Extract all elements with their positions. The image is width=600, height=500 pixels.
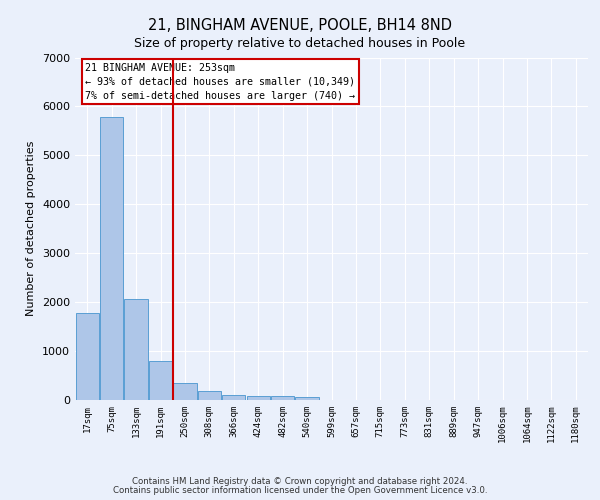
Text: Contains public sector information licensed under the Open Government Licence v3: Contains public sector information licen…: [113, 486, 487, 495]
Text: 21, BINGHAM AVENUE, POOLE, BH14 8ND: 21, BINGHAM AVENUE, POOLE, BH14 8ND: [148, 18, 452, 32]
Bar: [173, 384, 197, 400]
Text: 21 BINGHAM AVENUE: 253sqm
← 93% of detached houses are smaller (10,349)
7% of se: 21 BINGHAM AVENUE: 253sqm ← 93% of detac…: [85, 62, 355, 100]
Bar: [271, 396, 294, 400]
Bar: [222, 394, 245, 400]
Bar: [198, 390, 221, 400]
Bar: [100, 117, 123, 400]
Bar: [76, 313, 99, 400]
Bar: [149, 361, 172, 400]
Bar: [295, 396, 319, 400]
Bar: [247, 396, 270, 400]
Y-axis label: Number of detached properties: Number of detached properties: [26, 141, 37, 316]
Text: Contains HM Land Registry data © Crown copyright and database right 2024.: Contains HM Land Registry data © Crown c…: [132, 478, 468, 486]
Bar: [124, 299, 148, 400]
Text: Size of property relative to detached houses in Poole: Size of property relative to detached ho…: [134, 38, 466, 51]
